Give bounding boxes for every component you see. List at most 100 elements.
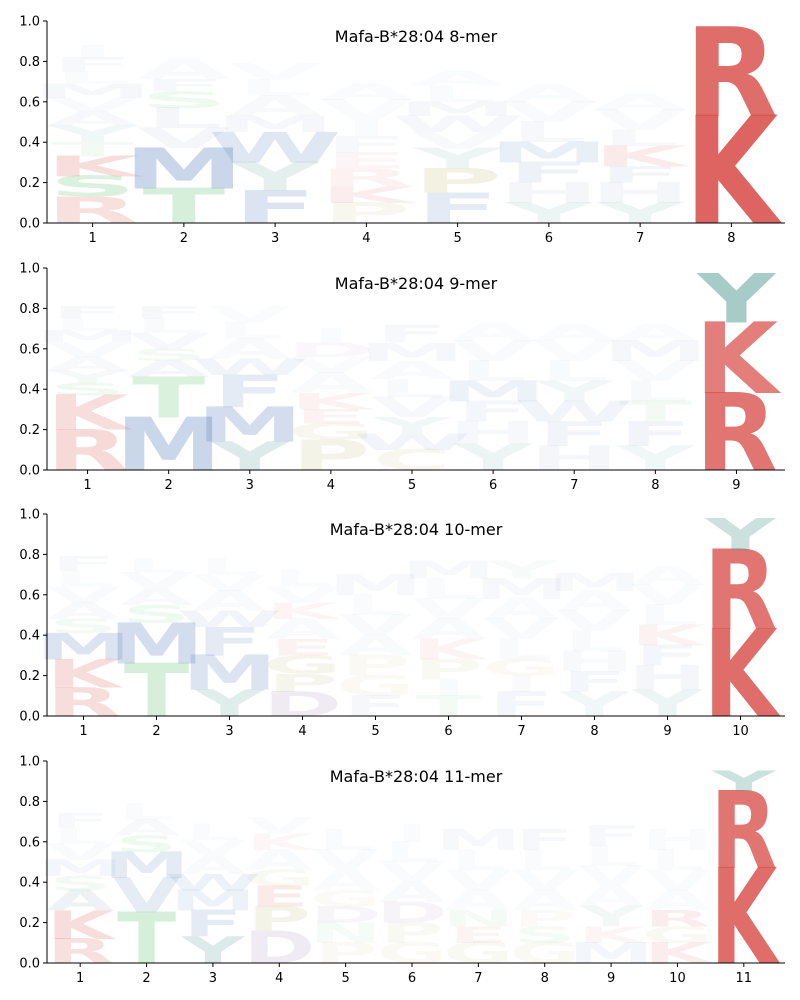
logo-letter-f: F	[325, 131, 408, 157]
logo-letter-f: F	[51, 810, 110, 833]
logo-letter-k: K	[46, 150, 144, 183]
x-tick-label: 4	[275, 971, 283, 986]
logo-letter-v: V	[119, 568, 193, 594]
logo-letter-m: M	[36, 626, 131, 668]
logo-letter-m: M	[401, 555, 496, 585]
logo-letter-f: F	[635, 639, 700, 672]
logo-letter-m: M	[170, 885, 256, 918]
x-tick-label: 7	[570, 478, 578, 493]
logo-letter-k: K	[246, 829, 316, 855]
logo-letter-v: V	[46, 94, 140, 117]
logo-letter-a: A	[533, 320, 616, 346]
logo-letter-f: F	[515, 824, 574, 857]
x-tick-label: 1	[79, 724, 87, 739]
logo-letter-l: L	[517, 844, 572, 877]
x-tick-label: 4	[362, 231, 370, 246]
x-tick-label: 8	[590, 724, 598, 739]
logo-letter-k: K	[630, 619, 707, 652]
logo-letter-s: S	[122, 600, 191, 630]
x-tick-label: 6	[489, 478, 497, 493]
logo-letter-m: M	[124, 137, 245, 202]
logo-letter-f: F	[619, 414, 692, 453]
logo-letter-m: M	[109, 611, 204, 677]
x-tick-label: 2	[142, 971, 150, 986]
logo-letter-l: L	[126, 555, 187, 578]
logo-letter-v: V	[179, 835, 246, 861]
x-tick-label: 11	[736, 971, 753, 986]
logo-letter-p: P	[380, 917, 443, 950]
logo-letter-v: V	[46, 339, 129, 362]
logo-letter-m: M	[328, 569, 423, 602]
logo-letter-i: I	[431, 675, 467, 701]
logo-letter-y: Y	[696, 261, 776, 339]
logo-letter-v: V	[630, 579, 705, 612]
y-tick-label: 0.2	[19, 423, 40, 438]
logo-letter-e: E	[270, 635, 335, 661]
logo-letter-e: E	[449, 922, 508, 948]
logo-letter-a: A	[378, 877, 445, 910]
logo-letter-r: R	[695, 372, 777, 496]
logo-letter-h: H	[627, 658, 707, 697]
logo-letter-i: I	[70, 42, 115, 61]
logo-letter-t: T	[132, 366, 205, 431]
logo-letter-h: H	[498, 177, 599, 210]
logo-letter-f: F	[538, 414, 611, 453]
logo-letter-f: F	[457, 396, 530, 429]
logo-letter-e: E	[325, 148, 408, 174]
logo-letter-v: V	[113, 869, 180, 924]
x-tick-label: 1	[88, 231, 96, 246]
logo-letter-v: V	[557, 605, 632, 638]
logo-letter-y: Y	[578, 901, 644, 934]
logo-letter-k: K	[411, 633, 488, 666]
logo-letter-y: Y	[230, 154, 321, 200]
panel-title: Mafa-B*28:04 9-mer	[335, 274, 498, 293]
logo-letter-d: D	[286, 339, 375, 362]
logo-letter-m: M	[182, 646, 277, 701]
logo-letter-a: A	[265, 613, 340, 646]
logo-letter-m: M	[37, 855, 123, 881]
logo-letter-y: Y	[711, 766, 777, 799]
logo-letter-h: H	[554, 645, 634, 678]
logo-panel-3: RKMSAVLFTMSAVLYMFWAVLDPGEAKVLFGPAVLMTIPK…	[19, 508, 785, 745]
logo-letter-a: A	[289, 367, 372, 400]
logo-letter-k: K	[46, 652, 123, 698]
logo-letter-f: F	[142, 76, 225, 95]
logo-letter-a: A	[179, 851, 247, 880]
logo-letter-g: G	[287, 419, 375, 445]
logo-letter-i: I	[504, 671, 540, 697]
y-tick-label: 0.0	[19, 464, 40, 479]
logo-letter-f: F	[375, 320, 448, 349]
logo-letter-v: V	[445, 865, 512, 898]
logo-letter-g: G	[263, 650, 342, 680]
y-tick-label: 1.0	[19, 508, 40, 523]
logo-letter-m: M	[103, 844, 189, 887]
logo-letter-w: W	[515, 396, 633, 429]
x-tick-label: 5	[408, 478, 416, 493]
logo-letter-l: L	[53, 315, 121, 335]
logo-panel-1: RSKTYAVMLFITMVLSFAFYWMALVPKREFIVAFPYVWML…	[19, 1, 785, 258]
logo-letter-m: M	[474, 573, 569, 606]
logo-letter-s: S	[115, 831, 177, 857]
logo-letter-l: L	[459, 355, 527, 388]
logo-letter-m: M	[440, 376, 547, 409]
logo-letter-a: A	[137, 53, 231, 86]
logo-letter-k: K	[289, 389, 376, 415]
logo-column-9: RKY	[695, 261, 782, 496]
logo-letter-k: K	[593, 140, 691, 173]
logo-column-8: KR	[684, 1, 782, 258]
y-tick-label: 0.4	[19, 876, 40, 891]
x-tick-label: 3	[271, 231, 279, 246]
logo-letter-a: A	[411, 68, 505, 91]
y-tick-label: 1.0	[19, 262, 40, 277]
logo-letter-a: A	[246, 844, 313, 877]
logo-letter-a: A	[192, 585, 267, 618]
logo-letter-g: G	[336, 670, 415, 703]
